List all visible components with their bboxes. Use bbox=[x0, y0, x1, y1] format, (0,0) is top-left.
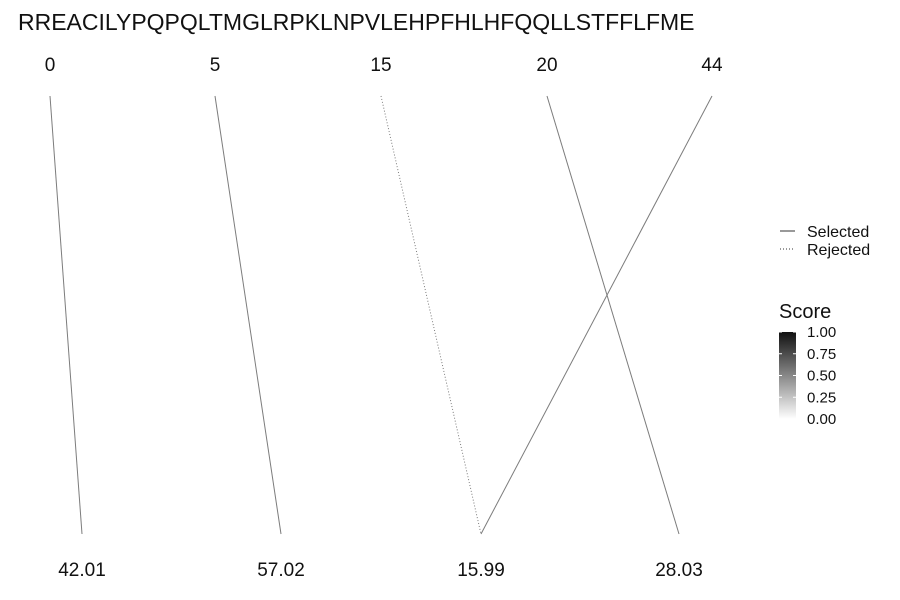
top-labels: 0 5 15 20 44 bbox=[45, 55, 723, 76]
colorbar-title: Score bbox=[779, 301, 831, 323]
top-label-1: 5 bbox=[210, 55, 221, 76]
colorbar-gradient bbox=[779, 332, 796, 419]
legend-rejected-label: Rejected bbox=[807, 242, 870, 259]
legend: Selected Rejected bbox=[780, 224, 870, 259]
top-label-0: 0 bbox=[45, 55, 56, 76]
colorbar-tick-label-4: 0.00 bbox=[807, 411, 836, 428]
legend-selected-label: Selected bbox=[807, 224, 869, 241]
colorbar-tick-label-3: 0.25 bbox=[807, 389, 836, 406]
bottom-label-0: 42.01 bbox=[58, 560, 106, 581]
link-3-selected bbox=[546, 95, 680, 535]
links bbox=[49, 95, 713, 535]
top-label-2: 15 bbox=[370, 55, 391, 76]
link-4-selected bbox=[480, 95, 713, 535]
bottom-label-1: 57.02 bbox=[257, 560, 305, 581]
colorbar-tick-label-1: 0.75 bbox=[807, 346, 836, 363]
link-2-rejected bbox=[380, 95, 482, 535]
top-label-3: 20 bbox=[536, 55, 557, 76]
bottom-labels: 42.01 57.02 15.99 28.03 bbox=[58, 560, 703, 581]
colorbar-tick-label-0: 1.00 bbox=[807, 324, 836, 341]
top-label-4: 44 bbox=[701, 55, 723, 76]
link-1-selected bbox=[214, 95, 282, 535]
bottom-label-3: 28.03 bbox=[655, 560, 703, 581]
bottom-label-2: 15.99 bbox=[457, 560, 505, 581]
sequence-title: RREACILYPQPQLTMGLRPKLNPVLEHPFHLHFQQLLSTF… bbox=[18, 9, 695, 35]
link-0-selected bbox=[49, 95, 83, 535]
colorbar-tick-label-2: 0.50 bbox=[807, 368, 836, 385]
colorbar-ticks: 1.00 0.75 0.50 0.25 0.00 bbox=[779, 324, 836, 428]
score-colorbar: Score 1.00 0.75 0.50 0.25 0.00 bbox=[779, 301, 836, 428]
